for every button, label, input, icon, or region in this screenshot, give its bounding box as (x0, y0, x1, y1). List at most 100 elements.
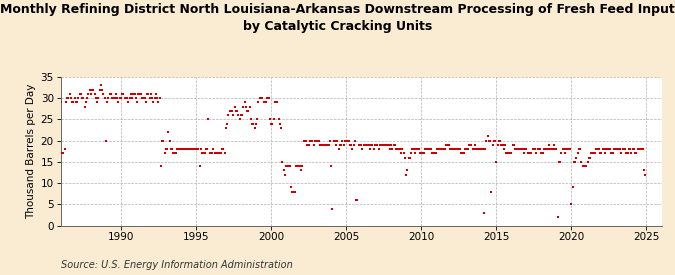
Point (495, 138, 506, 143)
Point (304, 138, 315, 143)
Point (547, 147, 558, 151)
Point (481, 138, 491, 143)
Point (632, 147, 643, 151)
Point (596, 151, 607, 156)
Point (152, 96, 163, 100)
Point (500, 143, 510, 147)
Point (406, 151, 416, 156)
Point (512, 147, 523, 151)
Point (611, 147, 622, 151)
Point (624, 147, 634, 151)
Point (332, 138, 343, 143)
Point (246, 117, 256, 122)
Point (411, 147, 422, 151)
Point (140, 100, 151, 105)
Point (128, 92, 139, 96)
Point (292, 164, 302, 168)
Point (382, 143, 393, 147)
Point (199, 151, 210, 156)
Point (277, 160, 288, 164)
Point (322, 143, 333, 147)
Point (634, 147, 645, 151)
Point (558, 147, 568, 151)
Point (275, 126, 286, 130)
Point (460, 147, 470, 151)
Point (403, 155, 414, 160)
Point (233, 113, 244, 117)
Point (178, 147, 189, 151)
Point (369, 147, 379, 151)
Point (149, 96, 160, 100)
Point (167, 147, 178, 151)
Point (127, 96, 138, 100)
Point (231, 109, 242, 113)
Point (104, 92, 115, 96)
Point (407, 147, 418, 151)
Point (477, 147, 488, 151)
Point (566, 202, 576, 207)
Point (616, 151, 627, 156)
Point (119, 96, 130, 100)
Point (294, 164, 305, 168)
Y-axis label: Thousand Barrels per Day: Thousand Barrels per Day (26, 84, 36, 219)
Point (186, 147, 196, 151)
Point (505, 151, 516, 156)
Point (535, 147, 545, 151)
Point (543, 143, 554, 147)
Point (290, 189, 300, 194)
Point (581, 164, 592, 168)
Point (351, 198, 362, 202)
Point (609, 147, 620, 151)
Point (217, 147, 227, 151)
Point (180, 147, 191, 151)
Point (244, 104, 255, 109)
Point (458, 151, 469, 156)
Point (461, 147, 472, 151)
Point (392, 147, 403, 151)
Point (316, 143, 327, 147)
Point (497, 143, 508, 147)
Point (73, 96, 84, 100)
Point (562, 147, 573, 151)
Point (576, 160, 587, 164)
Point (549, 143, 560, 147)
Point (468, 147, 479, 151)
Point (308, 143, 319, 147)
Point (262, 96, 273, 100)
Point (70, 100, 81, 105)
Point (375, 143, 385, 147)
Point (139, 96, 150, 100)
Point (464, 143, 475, 147)
Point (456, 151, 466, 156)
Point (85, 92, 96, 96)
Point (451, 147, 462, 151)
Point (400, 155, 410, 160)
Point (347, 147, 358, 151)
Point (466, 143, 477, 147)
Point (640, 172, 651, 177)
Point (412, 147, 423, 151)
Point (190, 147, 201, 151)
Point (92, 100, 103, 105)
Point (446, 147, 456, 151)
Point (578, 164, 589, 168)
Point (583, 160, 593, 164)
Point (138, 96, 148, 100)
Point (64, 92, 75, 96)
Point (282, 164, 293, 168)
Point (183, 147, 194, 151)
Point (546, 147, 557, 151)
Point (448, 147, 459, 151)
Point (222, 122, 233, 126)
Point (315, 143, 325, 147)
Point (318, 143, 329, 147)
Point (57, 151, 68, 156)
Point (439, 147, 450, 151)
Point (389, 143, 400, 147)
Point (396, 151, 406, 156)
Point (219, 151, 230, 156)
Point (78, 96, 88, 100)
Point (554, 160, 564, 164)
Point (454, 147, 464, 151)
Point (334, 143, 345, 147)
